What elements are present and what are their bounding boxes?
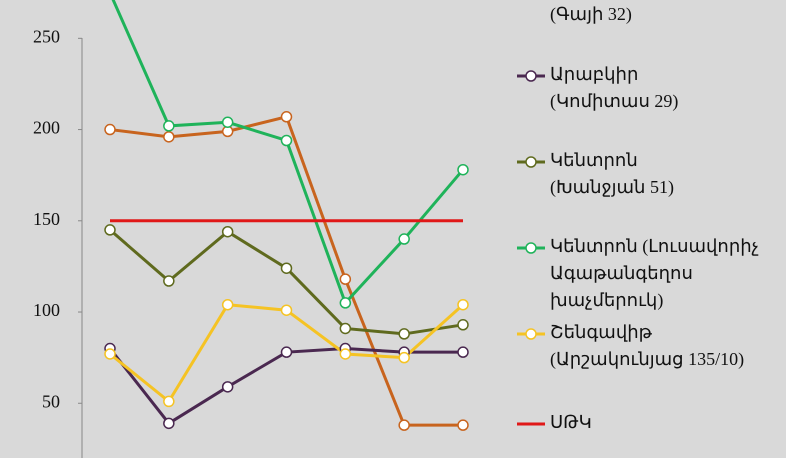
point — [163, 417, 175, 430]
series-line — [109, 228, 464, 336]
point — [398, 328, 410, 340]
point — [339, 348, 352, 360]
y-tick-label: 200 — [33, 118, 60, 138]
legend-label: (Կոմիտաս 29) — [550, 91, 678, 112]
point — [457, 346, 469, 358]
point — [398, 233, 410, 245]
point — [457, 298, 469, 311]
point — [339, 322, 352, 335]
point — [280, 134, 293, 147]
point — [280, 304, 293, 316]
point — [457, 163, 469, 176]
point — [280, 111, 293, 123]
point — [221, 116, 234, 129]
point — [104, 123, 116, 136]
series-line — [111, 0, 465, 306]
point — [104, 224, 116, 236]
legend-marker — [525, 70, 537, 82]
legend-label: Կենտրոն (Լուսավորիչ — [550, 236, 759, 257]
plot-area — [104, 0, 469, 431]
point — [457, 319, 469, 331]
legend-marker — [525, 242, 537, 254]
legend-label: Ագաթանգեղոս — [550, 263, 693, 283]
y-tick-label: 100 — [33, 300, 60, 320]
legend-label: խաչմերուկ) — [550, 290, 663, 311]
legend-label: Արաբկիր — [550, 64, 638, 84]
point — [398, 419, 410, 431]
legend-label: Կենտրոն — [550, 150, 638, 170]
point — [457, 419, 469, 431]
legend-label: (Արշակունյաց 135/10) — [550, 349, 744, 370]
legend-label: ՍԹԿ — [550, 412, 592, 432]
point — [280, 262, 293, 274]
point — [104, 348, 116, 360]
point — [163, 131, 175, 143]
legend-label: Շենգավիթ — [550, 322, 653, 342]
series-line — [108, 347, 463, 426]
point — [221, 381, 234, 393]
legend-marker — [525, 328, 537, 340]
point — [221, 298, 234, 311]
point — [163, 120, 175, 132]
y-tick-label: 250 — [33, 26, 60, 46]
point — [339, 273, 352, 285]
point — [398, 351, 410, 364]
legend-label: (Խանջյան 51) — [550, 177, 674, 198]
legend-marker — [525, 156, 537, 168]
point — [163, 395, 175, 408]
point — [221, 225, 234, 238]
point — [163, 275, 175, 287]
legend-label: (Գայի 32) — [550, 4, 632, 25]
point — [280, 346, 293, 358]
y-tick-label: 150 — [33, 209, 60, 229]
point — [339, 297, 352, 309]
y-tick-label: 50 — [42, 391, 60, 411]
